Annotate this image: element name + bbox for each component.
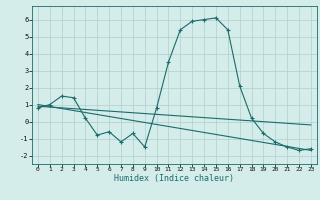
X-axis label: Humidex (Indice chaleur): Humidex (Indice chaleur) [115, 174, 234, 183]
